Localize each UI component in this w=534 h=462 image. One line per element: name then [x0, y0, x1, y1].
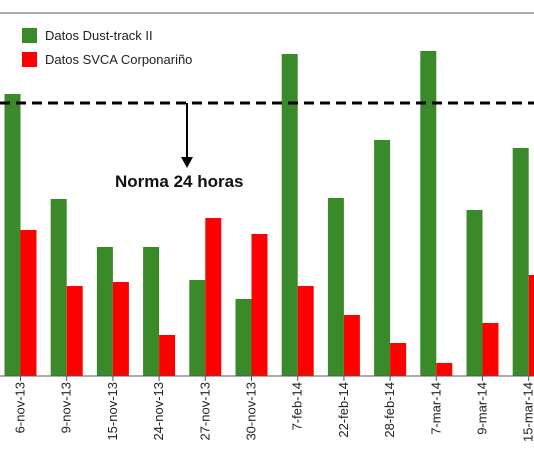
bar-series-2-7-mar-14: [436, 363, 453, 376]
legend-label-1: Datos Dust-track II: [45, 28, 153, 43]
bar-series-2-28-feb-14: [390, 343, 407, 376]
bar-series-2-27-nov-13: [205, 218, 222, 376]
x-tick-label: 28-feb-14: [382, 382, 397, 438]
reference-line-group: Norma 24 horas: [0, 101, 534, 191]
bar-series-1-15-mar-14: [512, 148, 529, 376]
bars-layer: [4, 51, 534, 376]
bar-series-2-9-nov-13: [66, 286, 83, 376]
x-tick-label: 27-nov-13: [197, 382, 212, 441]
bar-series-1-27-nov-13: [189, 280, 206, 376]
x-ticks: 6-nov-13 9-nov-13 15-nov-13 24-nov-13 27-nov…: [13, 376, 534, 442]
reference-line-label: Norma 24 horas: [115, 172, 244, 191]
bar-series-1-15-nov-13: [96, 247, 113, 376]
bar-series-2-30-nov-13: [251, 234, 268, 376]
legend-swatch-1: [22, 28, 37, 43]
bar-series-2-6-nov-13: [20, 230, 37, 376]
x-tick-label: 9-mar-14: [475, 382, 490, 435]
x-tick-label: 9-nov-13: [59, 382, 74, 433]
bar-series-2-7-feb-14: [297, 286, 314, 376]
x-tick-label: 30-nov-13: [244, 382, 259, 441]
bar-series-1-9-mar-14: [466, 210, 483, 376]
x-tick-label: 6-nov-13: [13, 382, 28, 433]
bar-series-1-24-nov-13: [143, 247, 160, 376]
bar-series-2-15-mar-14: [528, 275, 534, 376]
bar-series-1-9-nov-13: [50, 199, 67, 376]
bar-series-1-6-nov-13: [4, 94, 21, 376]
legend-swatch-2: [22, 52, 37, 67]
x-tick-label: 22-feb-14: [336, 382, 351, 438]
x-tick-label: 15-nov-13: [105, 382, 120, 441]
arrow-head: [181, 157, 193, 168]
legend-label-2: Datos SVCA Corponariño: [45, 52, 192, 67]
bar-series-2-22-feb-14: [343, 315, 360, 376]
bar-series-2-15-nov-13: [112, 282, 129, 376]
bar-series-1-30-nov-13: [235, 299, 252, 376]
x-tick-label: 24-nov-13: [151, 382, 166, 441]
bar-series-1-22-feb-14: [327, 198, 344, 376]
bar-series-1-7-mar-14: [420, 51, 437, 376]
bar-series-1-28-feb-14: [374, 140, 391, 376]
x-tick-label: 7-feb-14: [290, 382, 305, 430]
bar-series-1-7-feb-14: [281, 54, 298, 376]
bar-series-2-9-mar-14: [482, 323, 499, 376]
x-tick-label: 15-mar-14: [521, 382, 534, 442]
bar-series-2-24-nov-13: [159, 335, 176, 376]
legend: Datos Dust-track II Datos SVCA Corponariñ…: [22, 28, 192, 67]
x-tick-label: 7-mar-14: [428, 382, 443, 435]
